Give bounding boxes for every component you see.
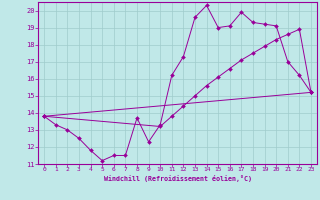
X-axis label: Windchill (Refroidissement éolien,°C): Windchill (Refroidissement éolien,°C) bbox=[104, 175, 252, 182]
